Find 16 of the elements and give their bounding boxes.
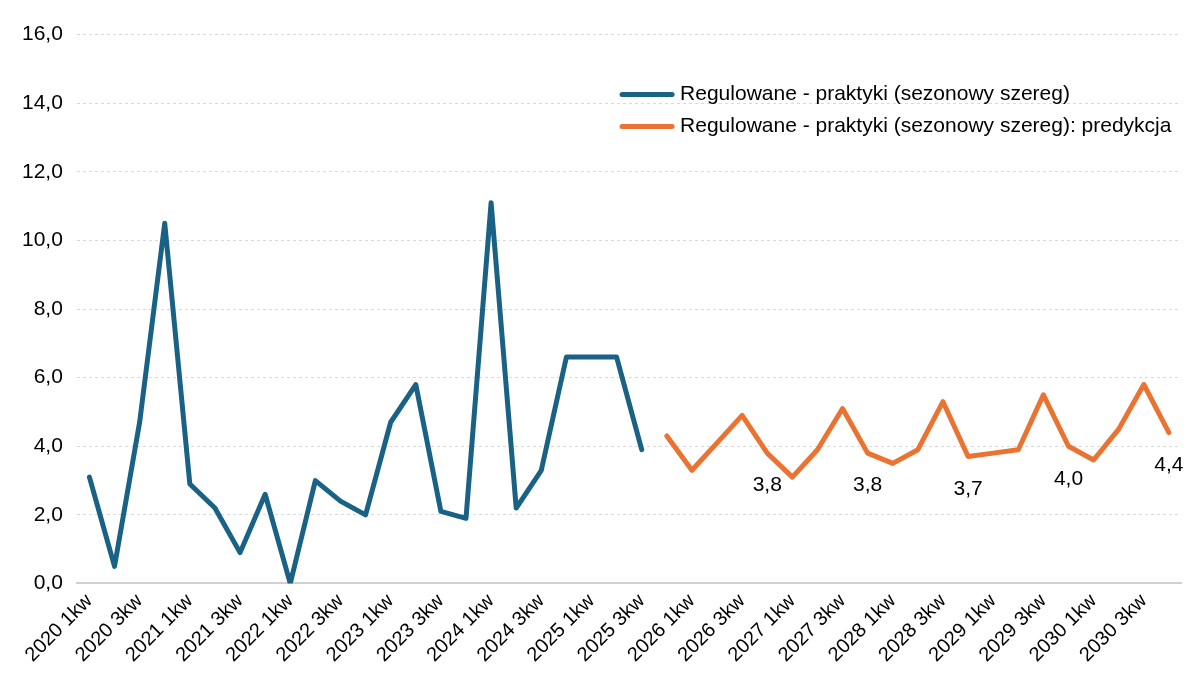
data-label: 3,7 [953, 475, 983, 499]
y-tick-label: 12,0 [22, 158, 63, 182]
data-label: 3,8 [752, 472, 782, 496]
data-label: 4,0 [1053, 465, 1084, 489]
data-label: 4,4 [1154, 451, 1184, 475]
data-label: 3,8 [853, 472, 883, 496]
legend-label: Regulowane - praktyki (sezonowy szereg): predykcja [680, 113, 1172, 137]
y-tick-label: 6,0 [33, 364, 63, 388]
legend-label: Regulowane - praktyki (sezonowy szereg) [680, 81, 1070, 105]
y-tick-label: 16,0 [22, 21, 63, 45]
y-tick-label: 14,0 [22, 90, 63, 114]
y-tick-label: 8,0 [33, 295, 63, 319]
y-tick-label: 4,0 [33, 433, 63, 457]
y-tick-label: 10,0 [22, 227, 63, 251]
y-tick-label: 2,0 [33, 501, 63, 525]
y-tick-label: 0,0 [33, 570, 63, 594]
